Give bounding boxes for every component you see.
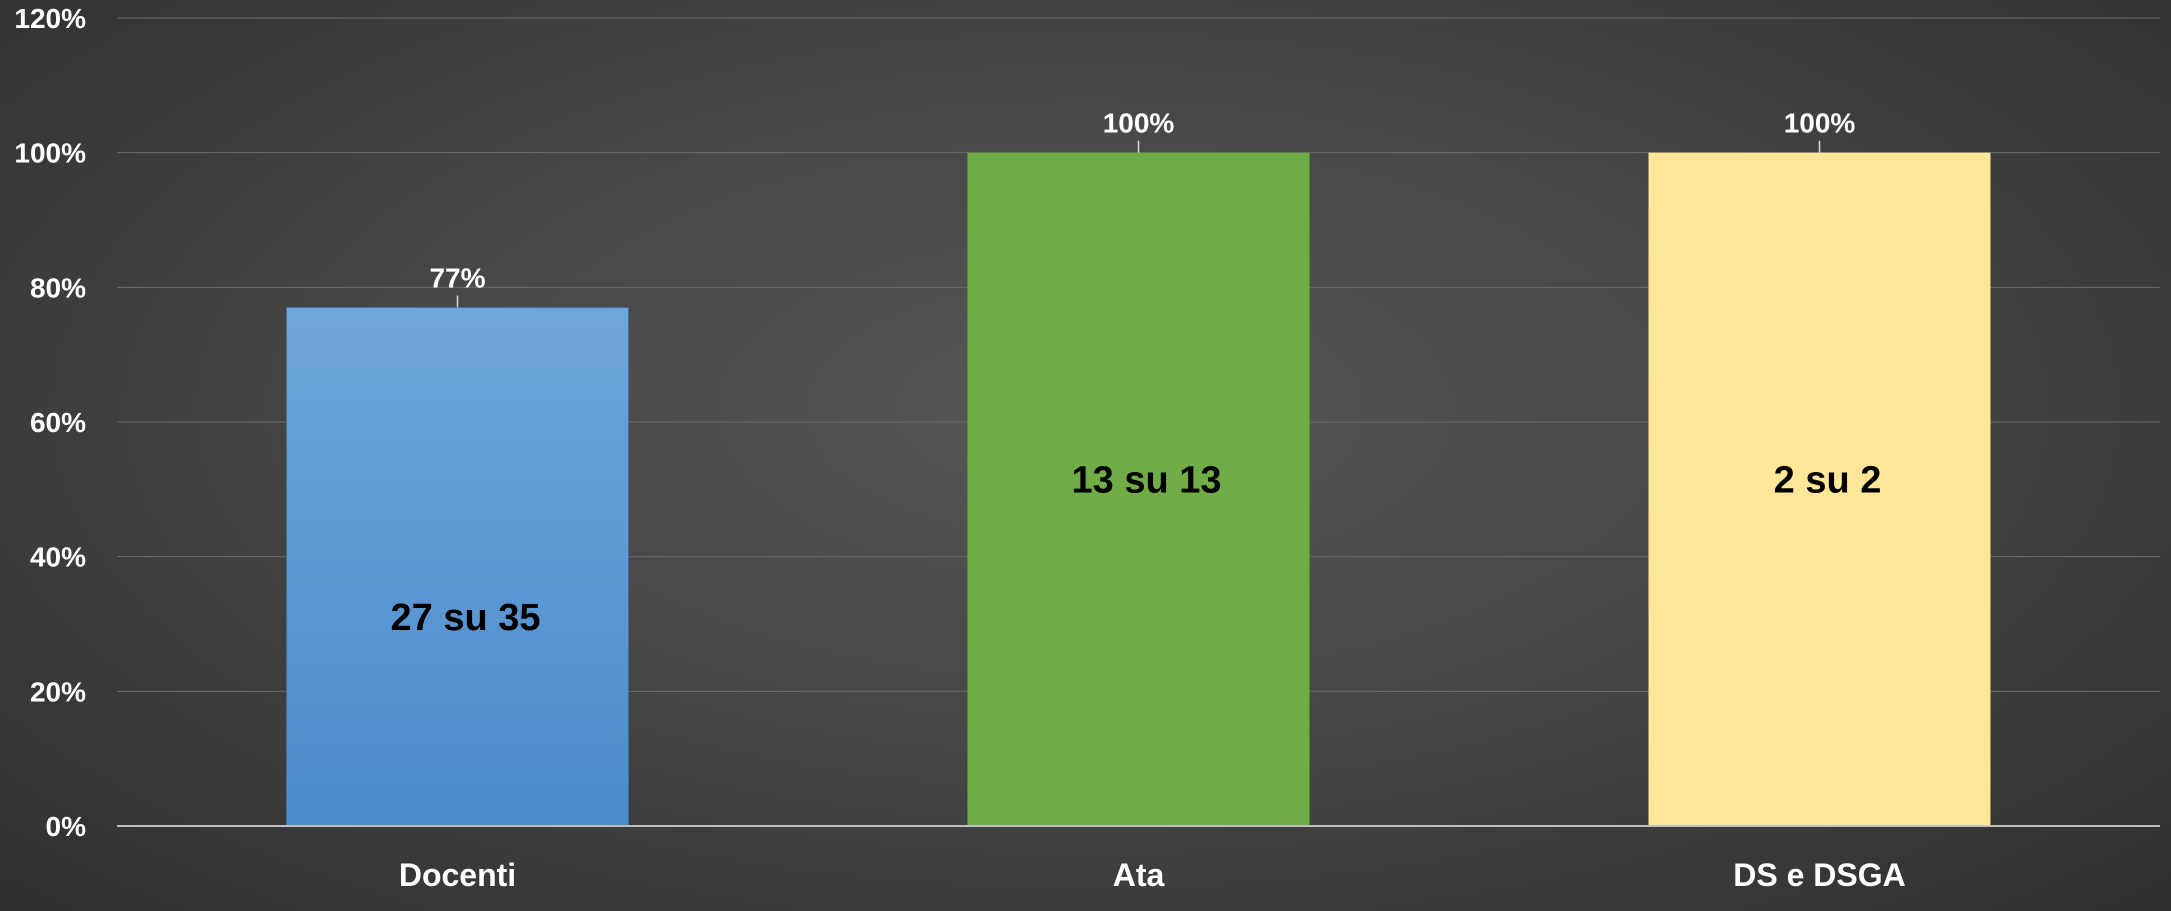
bar-inner-label: 2 su 2 <box>1774 459 1882 501</box>
x-category-label: Ata <box>1113 857 1165 893</box>
x-category-label: DS e DSGA <box>1733 857 1905 893</box>
x-axis: Docenti Ata DS e DSGA <box>117 825 2160 893</box>
bar-ata <box>967 152 1310 826</box>
bars: 77% 27 su 35 100% 13 su 13 100% 2 su 2 <box>286 108 1991 827</box>
bar-ds-e-dsga <box>1648 152 1991 826</box>
y-tick-label: 100% <box>14 138 86 169</box>
bar-inner-label: 27 su 35 <box>391 597 541 639</box>
value-label: 77% <box>429 263 485 294</box>
y-tick-label: 60% <box>30 407 86 438</box>
y-tick-label: 120% <box>14 3 86 34</box>
y-tick-label: 40% <box>30 542 86 573</box>
bar-docenti <box>286 307 629 827</box>
y-tick-label: 80% <box>30 272 86 303</box>
bar-inner-label: 13 su 13 <box>1072 459 1222 501</box>
y-axis: 0% 20% 40% 60% 80% 100% 120% <box>14 3 86 842</box>
y-tick-label: 0% <box>46 811 87 842</box>
x-category-label: Docenti <box>399 857 516 893</box>
value-label: 100% <box>1103 108 1175 139</box>
value-label: 100% <box>1784 108 1856 139</box>
y-tick-label: 20% <box>30 676 86 707</box>
